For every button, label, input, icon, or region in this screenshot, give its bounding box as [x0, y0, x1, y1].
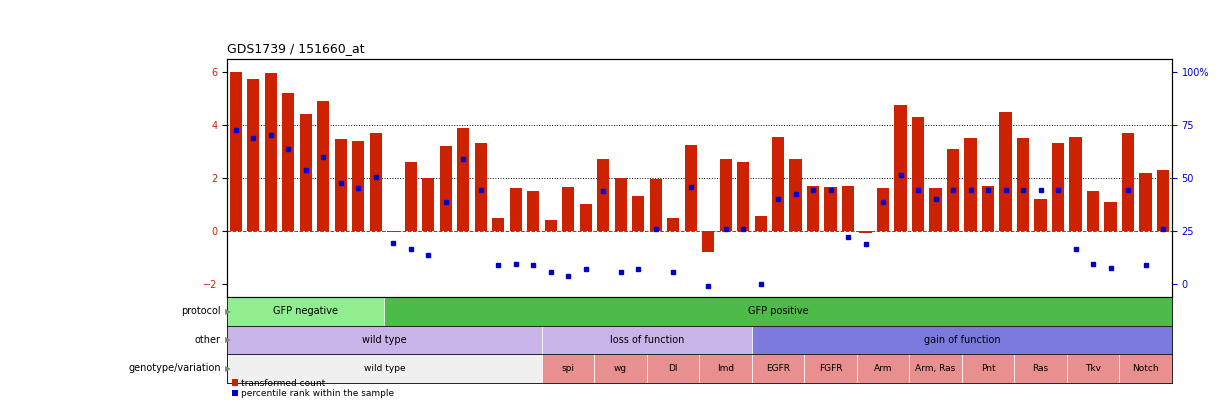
Bar: [227, 297, 384, 326]
Text: genotype/variation: genotype/variation: [129, 363, 221, 373]
Bar: [856, 354, 909, 383]
Bar: [752, 326, 1172, 354]
Bar: [647, 354, 699, 383]
Bar: [912, 117, 924, 231]
Bar: [1121, 133, 1134, 231]
Bar: [1034, 199, 1047, 231]
Bar: [1157, 170, 1169, 231]
Bar: [632, 196, 644, 231]
Bar: [594, 354, 647, 383]
Text: ▶: ▶: [225, 335, 231, 344]
Text: Notch: Notch: [1133, 364, 1158, 373]
Bar: [562, 187, 574, 231]
Bar: [542, 326, 752, 354]
Bar: [1066, 354, 1119, 383]
Bar: [667, 217, 680, 231]
Bar: [229, 72, 242, 231]
Bar: [335, 139, 347, 231]
Bar: [909, 354, 962, 383]
Bar: [387, 231, 399, 232]
Bar: [282, 93, 294, 231]
Bar: [842, 186, 854, 231]
Bar: [962, 354, 1015, 383]
Text: Dl: Dl: [669, 364, 677, 373]
Bar: [1140, 173, 1152, 231]
Bar: [1017, 138, 1029, 231]
Text: GFP positive: GFP positive: [747, 306, 809, 316]
Text: protocol: protocol: [182, 306, 221, 316]
Bar: [649, 179, 661, 231]
Bar: [789, 159, 801, 231]
Bar: [458, 128, 469, 231]
Bar: [509, 188, 521, 231]
Bar: [805, 354, 856, 383]
Bar: [405, 162, 417, 231]
Text: Arm: Arm: [874, 364, 892, 373]
Bar: [1000, 112, 1012, 231]
Bar: [964, 138, 977, 231]
Bar: [352, 141, 364, 231]
Bar: [422, 178, 434, 231]
Bar: [579, 204, 591, 231]
Bar: [227, 326, 542, 354]
Bar: [317, 101, 329, 231]
Text: gain of function: gain of function: [924, 335, 1000, 345]
Bar: [1015, 354, 1066, 383]
Bar: [859, 231, 871, 233]
Bar: [598, 159, 610, 231]
Text: GFP negative: GFP negative: [274, 306, 339, 316]
Bar: [1119, 354, 1172, 383]
Bar: [1087, 191, 1099, 231]
Text: GDS1739 / 151660_at: GDS1739 / 151660_at: [227, 42, 364, 55]
Text: Ras: Ras: [1032, 364, 1049, 373]
Bar: [265, 73, 277, 231]
Text: wild type: wild type: [362, 335, 407, 345]
Bar: [1070, 137, 1082, 231]
Bar: [299, 114, 312, 231]
Bar: [615, 178, 627, 231]
Bar: [528, 191, 540, 231]
Text: ▶: ▶: [225, 307, 231, 316]
Text: wg: wg: [614, 364, 627, 373]
Bar: [699, 354, 752, 383]
Text: Imd: Imd: [717, 364, 734, 373]
Bar: [1104, 202, 1117, 231]
Bar: [755, 216, 767, 231]
Bar: [825, 187, 837, 231]
Text: other: other: [195, 335, 221, 345]
Bar: [439, 146, 452, 231]
Bar: [702, 231, 714, 252]
Text: EGFR: EGFR: [766, 364, 790, 373]
Bar: [545, 220, 557, 231]
Bar: [719, 159, 731, 231]
Text: Arm, Ras: Arm, Ras: [915, 364, 956, 373]
Bar: [807, 186, 820, 231]
Bar: [369, 133, 382, 231]
Bar: [894, 105, 907, 231]
Bar: [752, 354, 805, 383]
Text: spi: spi: [562, 364, 574, 373]
Bar: [982, 186, 994, 231]
Bar: [930, 188, 941, 231]
Bar: [1052, 143, 1064, 231]
Text: wild type: wild type: [363, 364, 405, 373]
Text: ▶: ▶: [225, 364, 231, 373]
Legend: transformed count, percentile rank within the sample: transformed count, percentile rank withi…: [232, 379, 395, 399]
Bar: [384, 297, 1172, 326]
Text: Tkv: Tkv: [1085, 364, 1101, 373]
Bar: [877, 188, 890, 231]
Bar: [685, 145, 697, 231]
Bar: [737, 162, 750, 231]
Text: Pnt: Pnt: [980, 364, 995, 373]
Bar: [542, 354, 594, 383]
Bar: [772, 137, 784, 231]
Bar: [947, 149, 960, 231]
Bar: [247, 79, 259, 231]
Bar: [475, 143, 487, 231]
Bar: [227, 354, 542, 383]
Bar: [492, 217, 504, 231]
Text: loss of function: loss of function: [610, 335, 685, 345]
Text: FGFR: FGFR: [818, 364, 843, 373]
